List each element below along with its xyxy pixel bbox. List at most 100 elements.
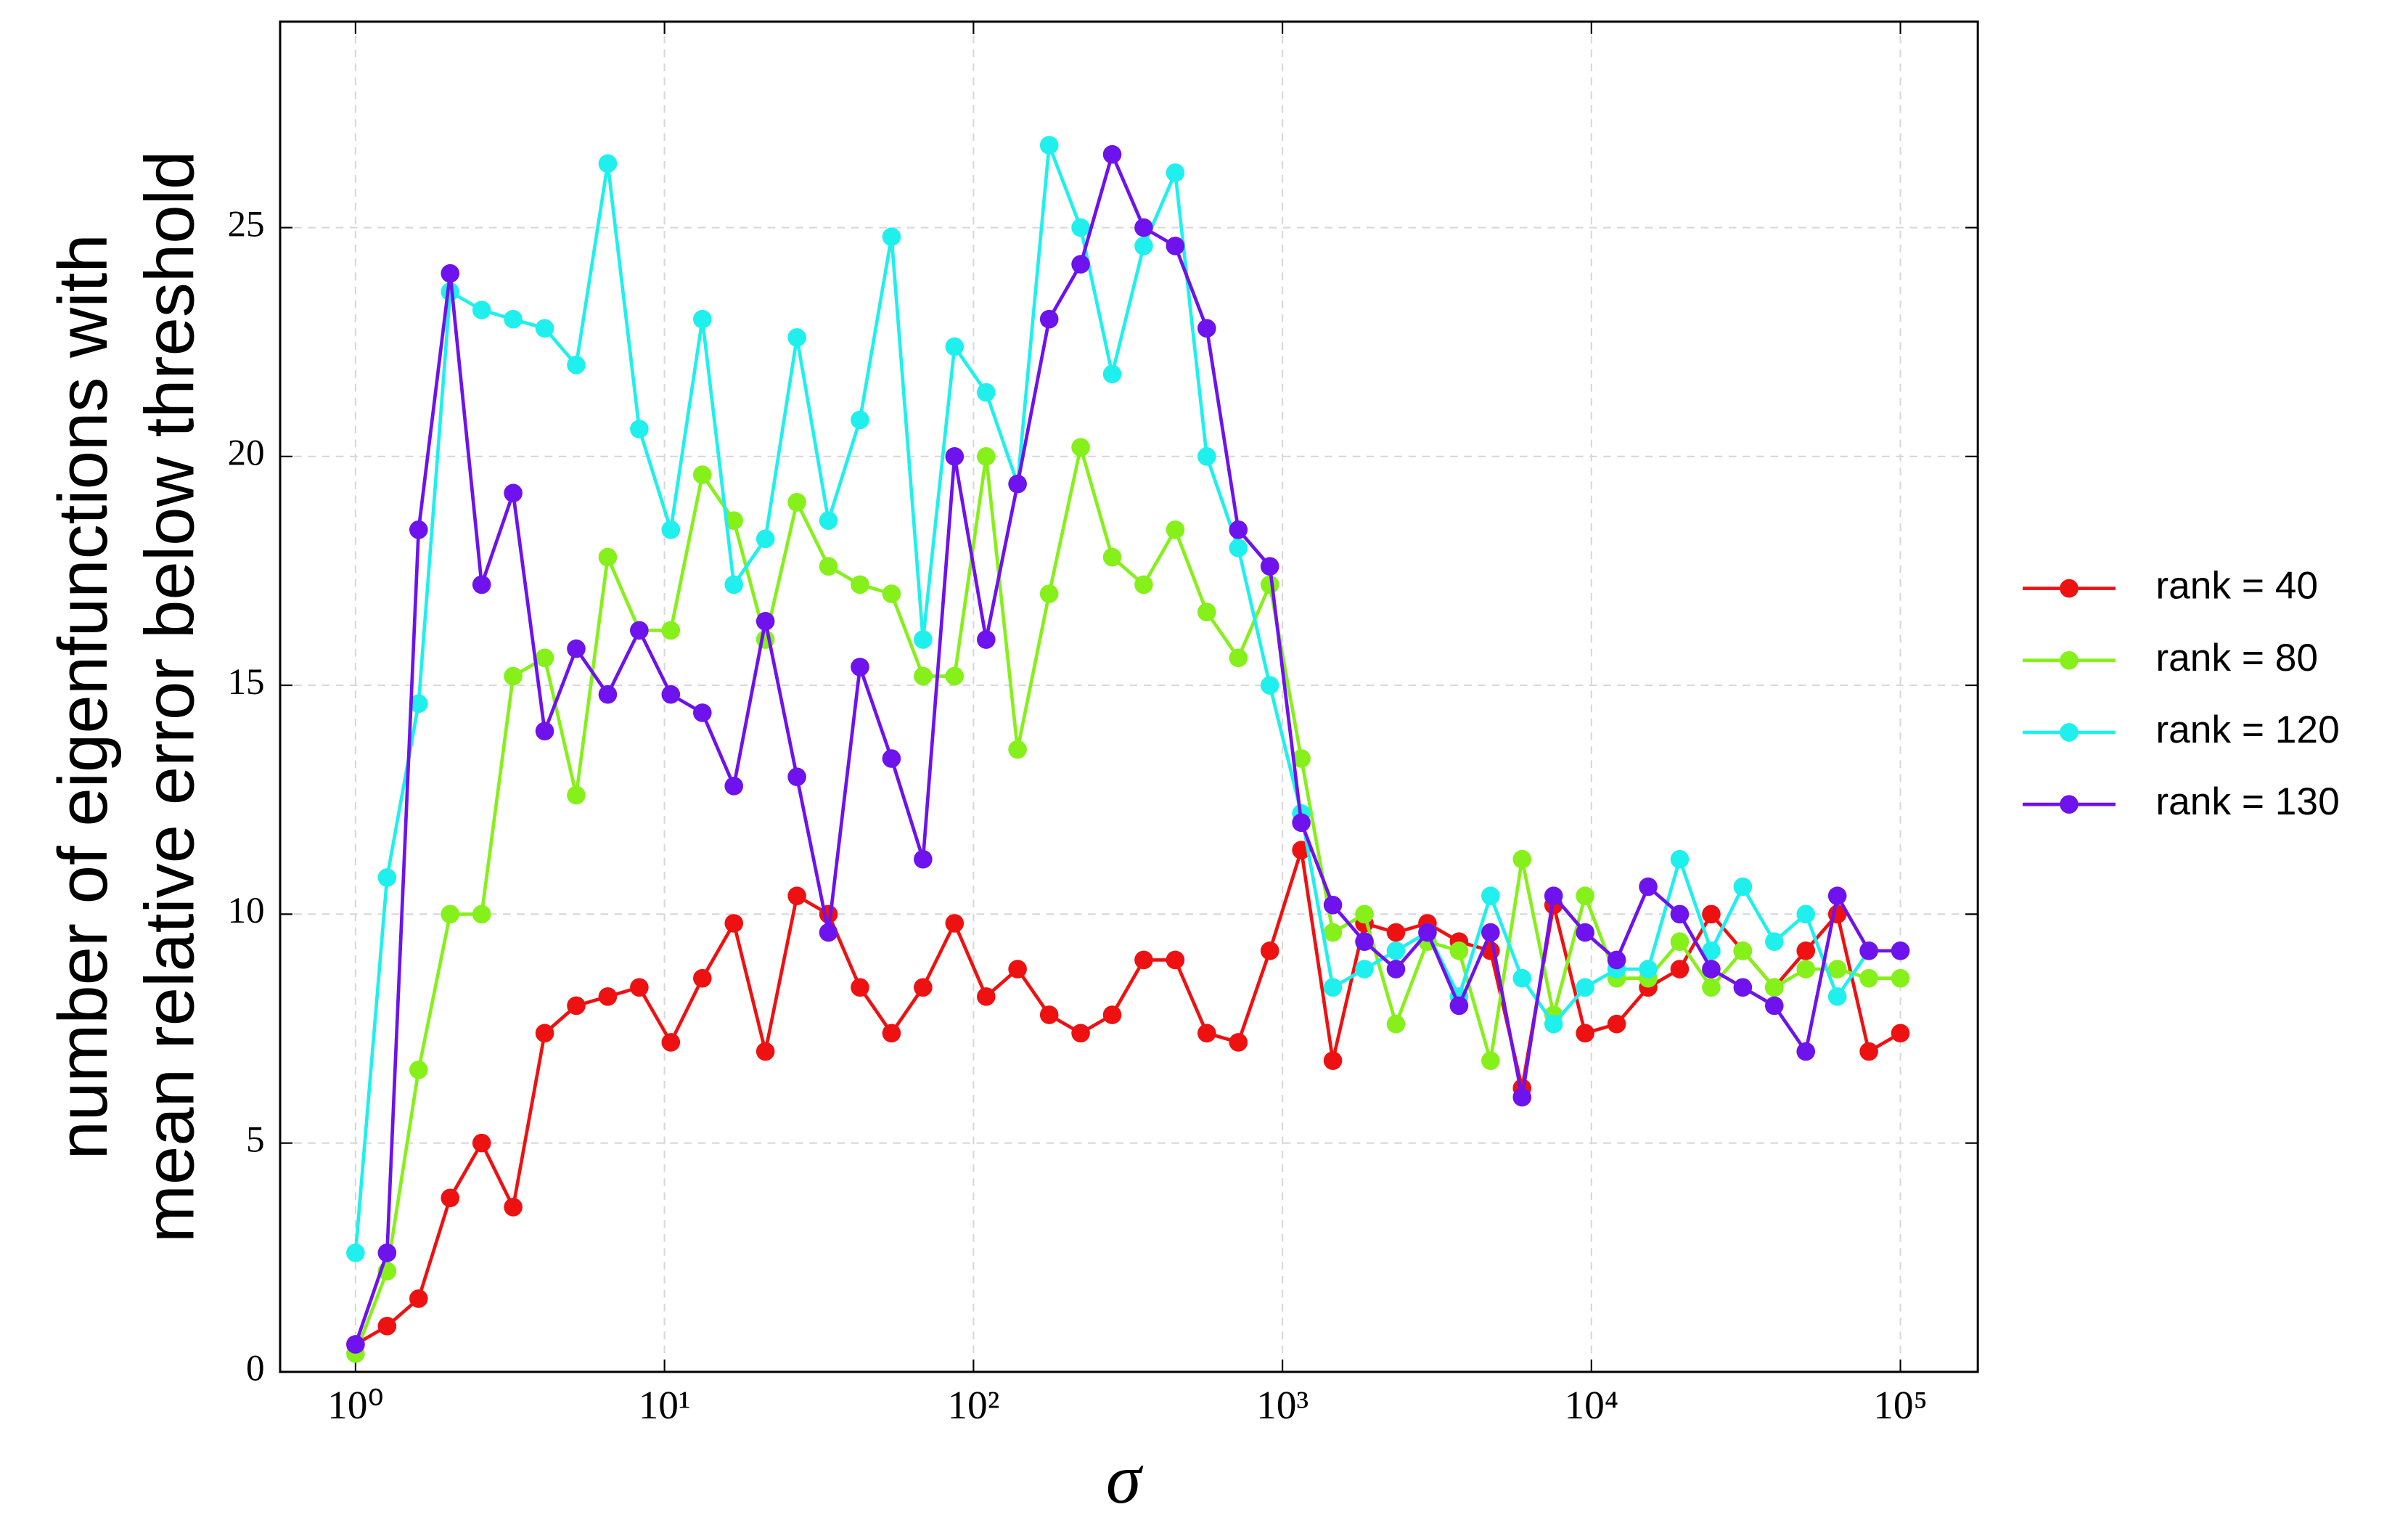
data-point <box>1512 849 1532 869</box>
data-point <box>1765 996 1784 1016</box>
data-point <box>1197 602 1216 622</box>
data-point <box>1733 978 1753 997</box>
data-point <box>851 658 869 677</box>
y-axis-label: number of eigenfunctions with <box>44 234 122 1159</box>
data-point <box>914 630 933 649</box>
legend-marker <box>2060 579 2079 598</box>
data-point <box>787 886 806 905</box>
data-point <box>1859 968 1878 988</box>
data-point <box>1765 932 1784 952</box>
x-tick-label: 10⁵ <box>1873 1383 1928 1427</box>
data-point <box>1576 886 1594 905</box>
data-point <box>346 1243 365 1262</box>
data-point <box>535 722 554 740</box>
x-tick-label: 10³ <box>1256 1383 1309 1427</box>
data-point <box>755 612 775 631</box>
data-point <box>1323 923 1343 942</box>
x-tick-label: 10¹ <box>639 1383 691 1427</box>
data-point <box>851 410 869 430</box>
data-point <box>472 575 491 595</box>
data-point <box>1197 319 1216 338</box>
data-point <box>945 914 965 933</box>
x-axis-label: σ <box>1106 1440 1144 1519</box>
data-point <box>1796 1042 1816 1061</box>
data-point <box>1544 886 1563 905</box>
data-point <box>1386 960 1406 979</box>
data-point <box>1386 941 1406 960</box>
data-point <box>945 337 965 356</box>
data-point <box>1355 960 1374 979</box>
data-point <box>693 703 712 722</box>
data-point <box>1386 923 1406 942</box>
data-point <box>1859 941 1878 960</box>
data-point <box>377 1243 397 1262</box>
data-point <box>819 511 838 530</box>
data-point <box>1827 886 1847 905</box>
data-point <box>598 685 618 704</box>
data-point <box>504 483 523 503</box>
data-point <box>1260 941 1279 960</box>
data-point <box>472 301 491 319</box>
data-point <box>1702 904 1721 924</box>
data-point <box>441 1188 460 1208</box>
data-point <box>1481 886 1500 905</box>
data-point <box>567 355 586 375</box>
data-point <box>630 420 649 438</box>
data-point <box>724 777 744 796</box>
data-point <box>1891 1024 1910 1043</box>
data-point <box>441 282 460 301</box>
data-point <box>787 493 806 512</box>
data-point <box>819 557 838 576</box>
data-point <box>661 520 681 539</box>
data-point <box>882 1024 901 1043</box>
y-axis-label: mean relative error below threshold <box>131 151 208 1243</box>
data-point <box>1197 1024 1216 1043</box>
data-point <box>598 547 618 567</box>
data-point <box>945 666 965 686</box>
data-point <box>851 575 869 595</box>
data-point <box>1229 648 1248 668</box>
data-point <box>1039 136 1059 155</box>
legend-marker <box>2060 650 2079 670</box>
data-point <box>1102 144 1122 164</box>
data-point <box>1292 813 1311 833</box>
data-point <box>567 639 586 658</box>
data-point <box>724 511 744 530</box>
data-point <box>914 666 933 686</box>
data-point <box>1008 474 1027 494</box>
data-point <box>1512 1087 1532 1107</box>
data-point <box>1134 575 1153 595</box>
data-point <box>1576 1024 1594 1043</box>
y-tick-label: 0 <box>246 1348 265 1389</box>
data-point <box>661 685 681 704</box>
data-point <box>1891 941 1910 960</box>
legend-marker <box>2060 723 2079 742</box>
data-point <box>1039 1005 1059 1024</box>
data-point <box>1260 575 1279 595</box>
data-point <box>1008 960 1027 979</box>
legend-label: rank = 120 <box>2155 708 2339 751</box>
data-point <box>724 575 744 595</box>
data-point <box>472 1133 491 1153</box>
data-point <box>1355 932 1374 952</box>
x-tick-label: 10⁰ <box>327 1383 384 1427</box>
data-point <box>1418 923 1437 942</box>
data-point <box>409 694 428 714</box>
data-point <box>693 465 712 484</box>
data-point <box>377 868 397 887</box>
data-point <box>1229 520 1248 539</box>
data-point <box>1229 1033 1248 1052</box>
data-point <box>1008 740 1027 759</box>
data-point <box>1323 1051 1343 1070</box>
data-point <box>1134 950 1153 970</box>
data-point <box>409 1289 428 1308</box>
data-point <box>1670 904 1690 924</box>
data-point <box>1102 364 1122 384</box>
data-point <box>1702 978 1721 997</box>
data-point <box>1765 978 1784 997</box>
data-point <box>819 923 838 942</box>
data-point <box>1134 237 1153 256</box>
data-point <box>409 1060 428 1079</box>
data-point <box>1639 960 1658 979</box>
